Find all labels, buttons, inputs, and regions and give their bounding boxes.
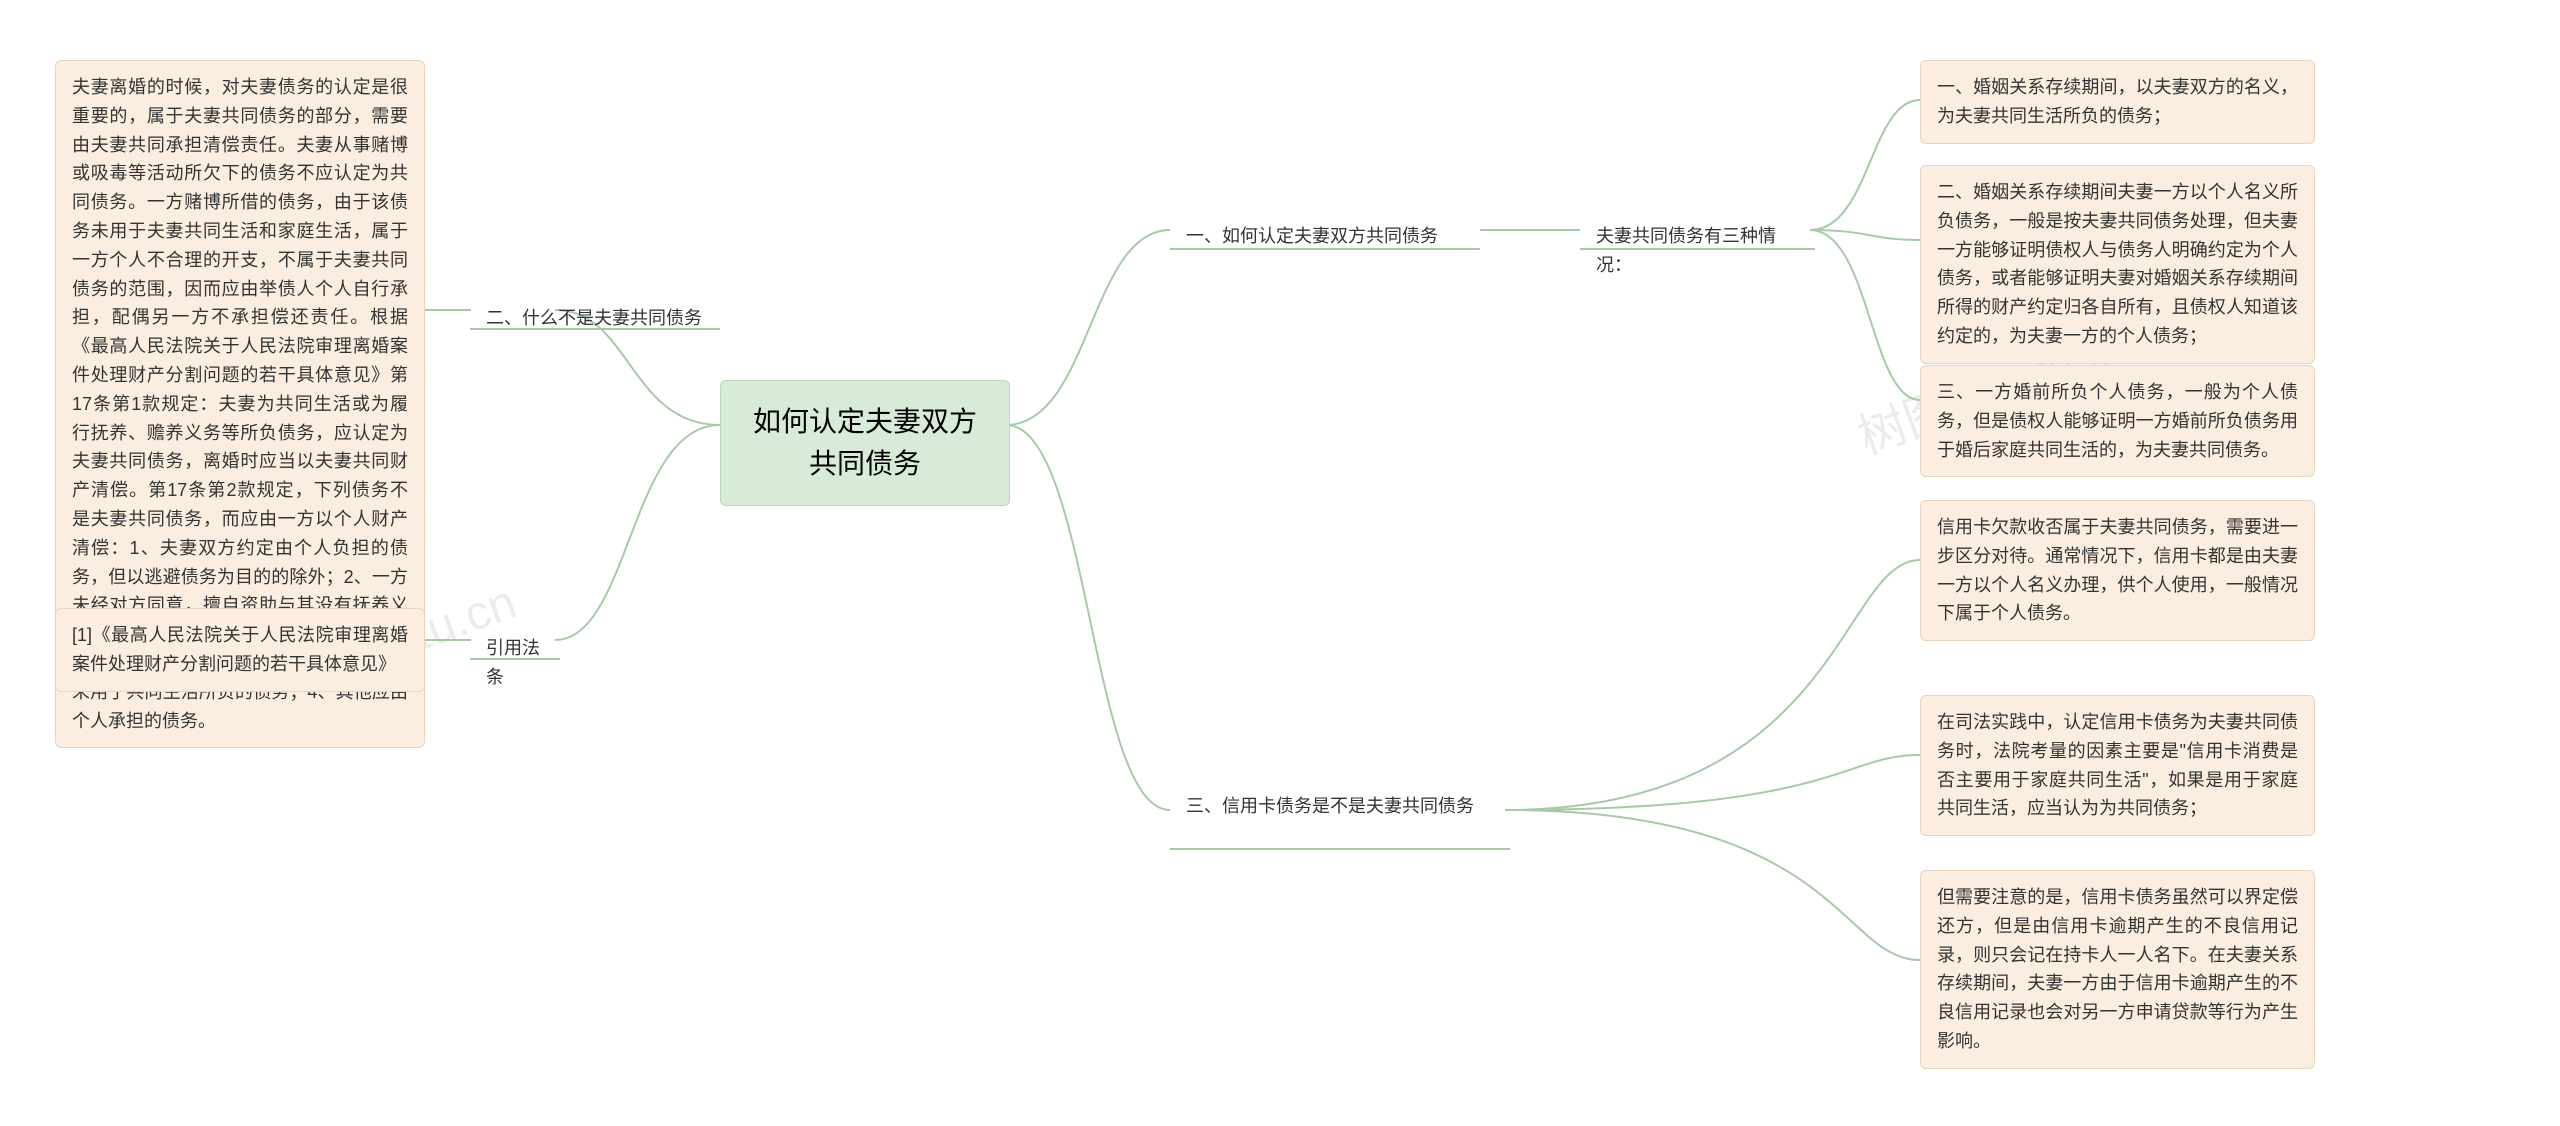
leaf-3c: 但需要注意的是，信用卡债务虽然可以界定偿还方，但是由信用卡逾期产生的不良信用记录… [1920,870,2315,1069]
section3-title: 三、信用卡债务是不是夫妻共同债务 [1170,780,1510,833]
leaf-1a: 一、婚姻关系存续期间，以夫妻双方的名义，为夫妻共同生活所负的债务； [1920,60,2315,144]
root-node: 如何认定夫妻双方共同债务 [720,380,1010,506]
leaf-1b: 二、婚姻关系存续期间夫妻一方以个人名义所负债务，一般是按夫妻共同债务处理，但夫妻… [1920,165,2315,364]
leaf-citation: [1]《最高人民法院关于人民法院审理离婚案件处理财产分割问题的若干具体意见》 [55,608,425,692]
section1-title: 一、如何认定夫妻双方共同债务 [1170,210,1480,263]
section3-underline [1170,848,1510,850]
section2-title: 二、什么不是夫妻共同债务 [470,292,720,345]
section1-sub: 夫妻共同债务有三种情况： [1580,210,1810,292]
leaf-3a: 信用卡欠款收否属于夫妻共同债务，需要进一步区分对待。通常情况下，信用卡都是由夫妻… [1920,500,2315,641]
citation-title: 引用法条 [470,622,560,704]
leaf-3b: 在司法实践中，认定信用卡债务为夫妻共同债务时，法院考量的因素主要是"信用卡消费是… [1920,695,2315,836]
leaf-1c: 三、一方婚前所负个人债务，一般为个人债务，但是债权人能够证明一方婚前所负债务用于… [1920,365,2315,477]
